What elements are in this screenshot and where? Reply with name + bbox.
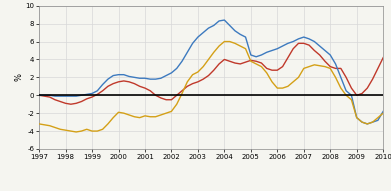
Australien: [381, 112, 386, 114]
Sverige: [196, 81, 200, 83]
Y-axis label: %: %: [15, 73, 24, 81]
Storbritannien: [143, 77, 147, 79]
Sverige: [68, 103, 73, 105]
Australien: [190, 74, 195, 76]
Australien: [222, 40, 227, 43]
Sverige: [381, 57, 386, 59]
Storbritannien: [185, 51, 190, 53]
Storbritannien: [190, 42, 195, 45]
Sverige: [127, 81, 131, 83]
Sverige: [63, 102, 68, 104]
Line: Storbritannien: Storbritannien: [39, 20, 383, 124]
Sverige: [317, 54, 322, 56]
Storbritannien: [122, 74, 126, 76]
Australien: [63, 129, 68, 131]
Line: Sverige: Sverige: [39, 43, 383, 104]
Sverige: [148, 90, 152, 92]
Australien: [317, 65, 322, 67]
Storbritannien: [222, 19, 227, 21]
Sverige: [190, 83, 195, 85]
Australien: [196, 71, 200, 73]
Australien: [74, 131, 79, 133]
Storbritannien: [312, 40, 317, 43]
Australien: [127, 114, 131, 116]
Storbritannien: [381, 110, 386, 112]
Sverige: [37, 94, 41, 96]
Storbritannien: [37, 94, 41, 96]
Storbritannien: [63, 95, 68, 97]
Australien: [37, 123, 41, 125]
Storbritannien: [365, 123, 369, 125]
Line: Australien: Australien: [39, 42, 383, 132]
Australien: [148, 116, 152, 118]
Sverige: [296, 42, 301, 45]
